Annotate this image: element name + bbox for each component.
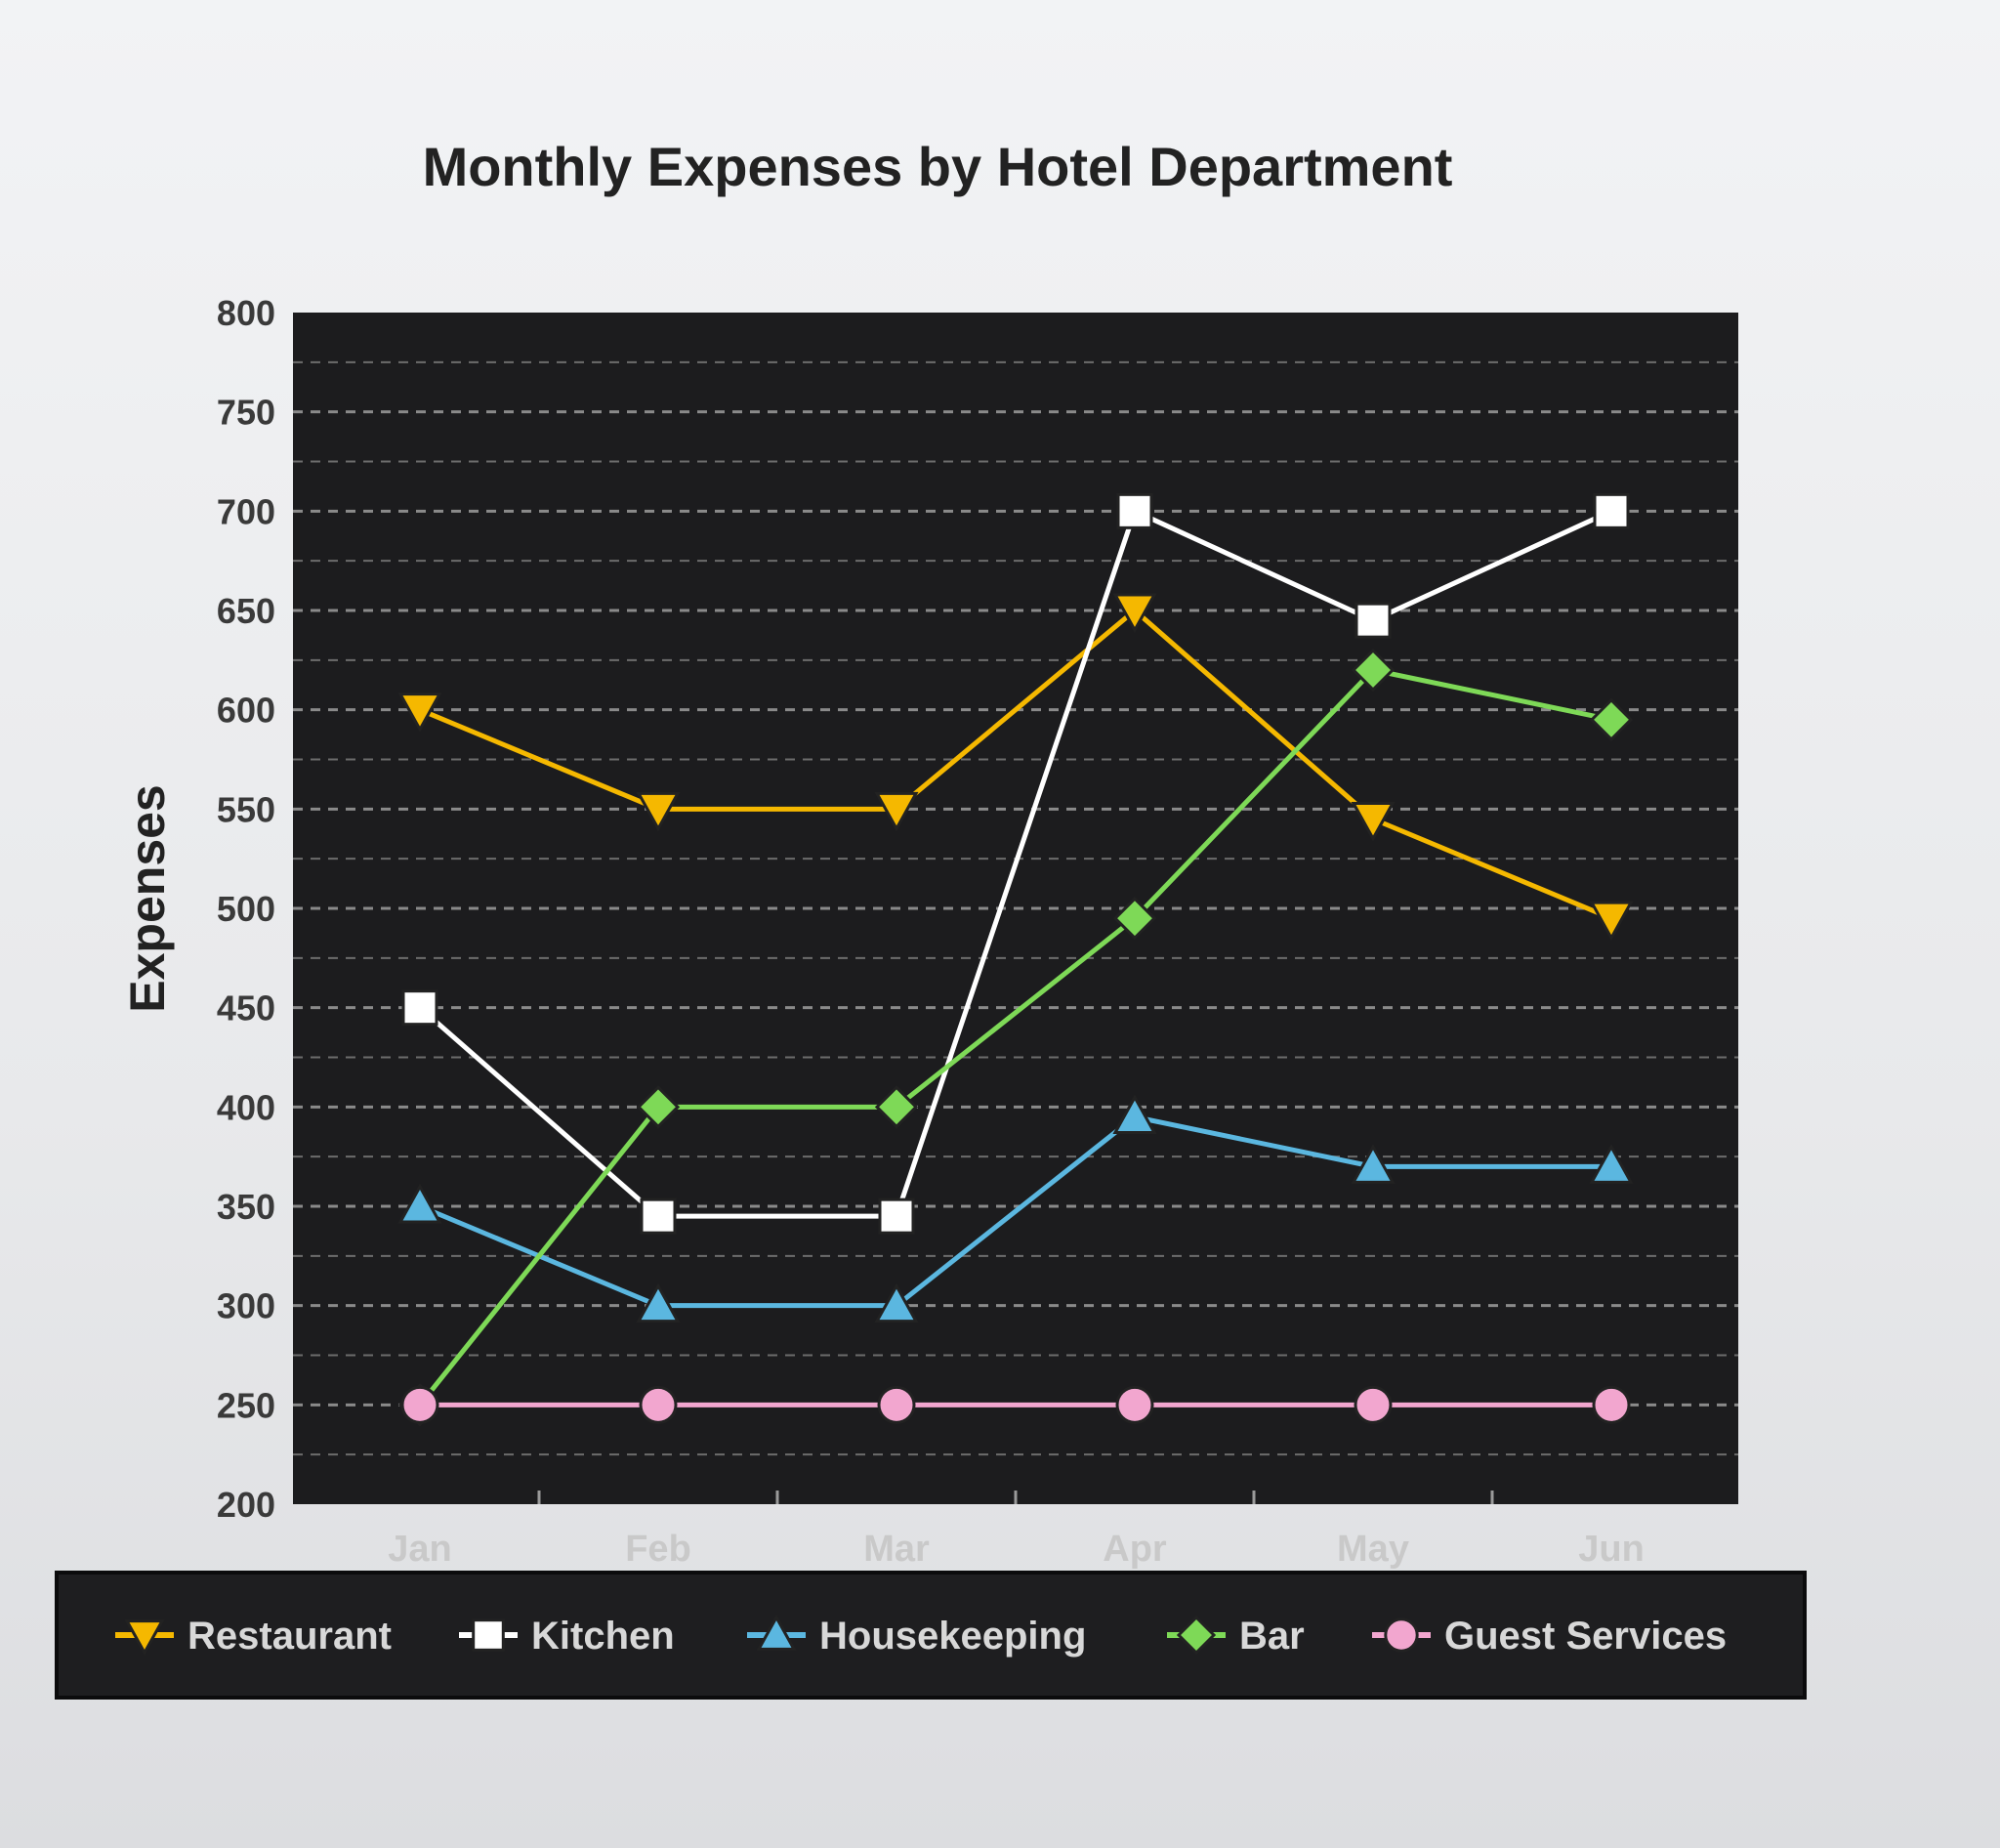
y-tick-label: 400 — [217, 1087, 275, 1127]
data-point-guest-services — [877, 1385, 916, 1424]
y-tick-label: 750 — [217, 393, 275, 433]
y-tick-label: 250 — [217, 1385, 275, 1425]
legend-label: Bar — [1239, 1615, 1305, 1658]
series-line-restaurant — [417, 608, 1614, 921]
legend-item-kitchen: Kitchen — [459, 1615, 675, 1658]
legend-item-guest-services: Guest Services — [1372, 1615, 1727, 1658]
y-tick-label: 450 — [217, 988, 275, 1029]
data-point-restaurant — [1112, 593, 1157, 634]
series-kitchen — [401, 492, 1630, 1235]
x-tick-label: Feb — [625, 1529, 691, 1570]
data-point-bar — [636, 1085, 681, 1129]
legend-label: Restaurant — [188, 1615, 392, 1658]
legend-item-bar: Bar — [1167, 1615, 1305, 1658]
data-point-kitchen — [1593, 492, 1630, 529]
x-tick-label: Apr — [1103, 1529, 1167, 1570]
series-line-bar — [417, 667, 1614, 1407]
data-point-kitchen — [401, 989, 438, 1027]
legend-swatch-marker — [1384, 1617, 1419, 1653]
y-tick-label: 600 — [217, 691, 275, 731]
x-tick-label: Jun — [1578, 1529, 1645, 1570]
legend-label: Guest Services — [1444, 1615, 1727, 1658]
series-line-housekeeping — [417, 1114, 1614, 1309]
data-point-kitchen — [878, 1197, 915, 1235]
data-point-restaurant — [874, 791, 919, 832]
y-tick-label: 700 — [217, 491, 275, 531]
data-point-bar — [874, 1085, 919, 1129]
y-tick-label: 500 — [217, 889, 275, 929]
legend — [55, 1571, 1807, 1700]
series-restaurant — [397, 593, 1634, 942]
x-axis-ticks: Jan Feb Mar Apr May Jun — [388, 1491, 1645, 1570]
y-tick-label: 350 — [217, 1187, 275, 1227]
data-point-guest-services — [1354, 1385, 1393, 1424]
y-tick-label: 550 — [217, 789, 275, 829]
y-tick-label: 300 — [217, 1286, 275, 1326]
data-point-guest-services — [639, 1385, 678, 1424]
data-point-housekeeping — [636, 1282, 681, 1323]
legend-item-housekeeping: Housekeeping — [747, 1614, 1086, 1658]
data-point-bar — [1351, 648, 1396, 693]
data-point-kitchen — [1116, 492, 1153, 529]
y-tick-label: 200 — [217, 1485, 275, 1525]
data-point-housekeeping — [1589, 1144, 1634, 1184]
data-point-housekeeping — [397, 1183, 442, 1224]
legend-swatch-marker — [124, 1619, 165, 1657]
data-point-restaurant — [397, 693, 442, 733]
data-point-guest-services — [1592, 1385, 1631, 1424]
data-point-housekeeping — [1351, 1144, 1396, 1184]
legend-items: Restaurant Kitchen Housekeeping Bar Guest Se… — [115, 1614, 1727, 1658]
data-point-guest-services — [1115, 1385, 1154, 1424]
legend-label: Kitchen — [531, 1615, 675, 1658]
data-point-kitchen — [640, 1197, 677, 1235]
y-axis-ticks: 200 250 300 350 400 450 500 550 600 650 700 750 800 — [217, 293, 275, 1525]
data-point-kitchen — [1354, 602, 1392, 639]
y-axis-label: Expenses — [120, 784, 175, 1012]
data-point-bar — [1112, 897, 1157, 941]
x-tick-label: Mar — [863, 1529, 930, 1570]
legend-item-restaurant: Restaurant — [115, 1615, 392, 1658]
series-guest-services — [400, 1385, 1631, 1424]
data-point-housekeeping — [1112, 1094, 1157, 1134]
series-housekeeping — [397, 1094, 1634, 1323]
series-line-kitchen — [417, 508, 1614, 1219]
data-point-restaurant — [636, 791, 681, 832]
legend-swatch-marker — [1176, 1615, 1217, 1656]
y-tick-label: 800 — [217, 293, 275, 333]
series-lines — [397, 492, 1634, 1427]
legend-swatch-marker — [472, 1618, 505, 1652]
legend-label: Housekeeping — [819, 1615, 1086, 1658]
data-point-housekeeping — [874, 1282, 919, 1323]
data-point-restaurant — [1589, 901, 1634, 942]
x-tick-label: May — [1337, 1529, 1409, 1570]
x-tick-label: Jan — [388, 1529, 451, 1570]
data-point-guest-services — [400, 1385, 439, 1424]
y-tick-label: 650 — [217, 591, 275, 631]
chart-title: Monthly Expenses by Hotel Department — [423, 136, 1453, 197]
data-point-bar — [1589, 697, 1634, 741]
data-point-restaurant — [1351, 802, 1396, 842]
legend-swatch-marker — [756, 1614, 797, 1651]
